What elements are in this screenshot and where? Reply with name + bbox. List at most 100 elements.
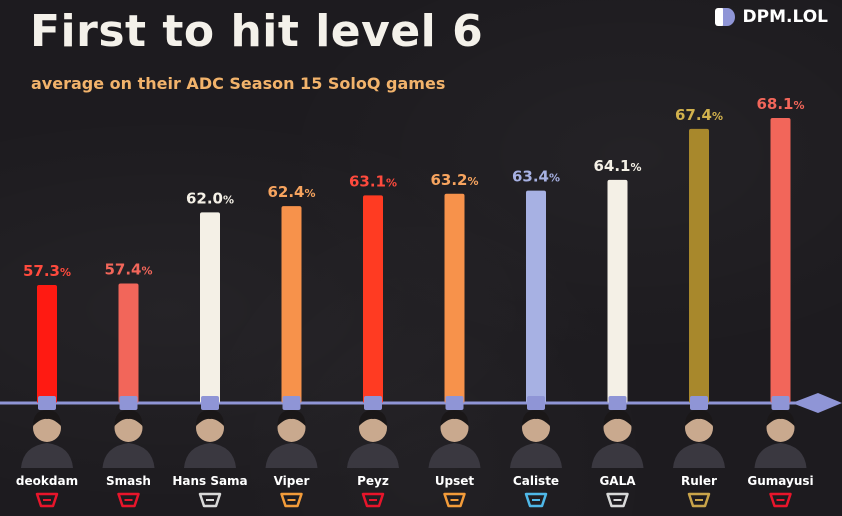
- team-logo-shape: [361, 492, 385, 508]
- data-label: 57.3%: [23, 262, 71, 280]
- avatar-face: [33, 414, 61, 442]
- tick-label: Ruler: [681, 474, 717, 488]
- dpm-logo-icon: [714, 8, 735, 26]
- bar: [770, 118, 791, 403]
- avatar-face: [196, 414, 224, 442]
- bar-base-marker: [282, 396, 301, 410]
- tick-label: GALA: [599, 474, 636, 488]
- t1-icon: [117, 492, 140, 508]
- gen-g-icon: [687, 492, 711, 508]
- bar-base-marker: [527, 396, 545, 410]
- bar: [689, 128, 709, 403]
- data-label: 64.1%: [593, 157, 641, 175]
- fnatic-icon: [443, 492, 466, 508]
- avatar-face: [522, 414, 550, 442]
- avatar-jersey: [184, 443, 236, 468]
- bar-base-marker: [201, 396, 219, 410]
- bar: [118, 283, 139, 403]
- karmine-corp-icon: [524, 492, 548, 508]
- kt-rolster-icon: [35, 492, 59, 508]
- bar: [200, 212, 220, 403]
- data-label: 57.4%: [104, 260, 152, 278]
- data-label: 62.0%: [186, 189, 234, 207]
- tick-label: deokdam: [16, 474, 78, 488]
- avatar-jersey: [510, 443, 562, 468]
- avatar-jersey: [754, 443, 807, 468]
- tick-label: Upset: [435, 474, 475, 488]
- player-avatar: [21, 410, 73, 468]
- bar: [363, 195, 383, 403]
- data-label: 67.4%: [675, 106, 723, 124]
- bar-base-marker: [119, 396, 138, 410]
- bar: [607, 179, 628, 403]
- bar-base-marker: [608, 396, 627, 410]
- player-avatar: [347, 410, 399, 468]
- tick-label: Smash: [106, 474, 151, 488]
- t1-icon: [769, 492, 792, 508]
- bar-base-marker: [38, 396, 56, 410]
- player-avatar: [754, 410, 807, 468]
- brand-label: DPM.LOL: [742, 7, 828, 27]
- bar: [526, 190, 546, 403]
- avatar-hair: [359, 410, 387, 426]
- page-subtitle: average on their ADC Season 15 SoloQ gam…: [31, 74, 446, 93]
- avatar-hair: [277, 410, 306, 426]
- tick-label: Caliste: [513, 474, 559, 488]
- page-title: First to hit level 6: [30, 6, 484, 57]
- team-logo-shape: [280, 492, 303, 508]
- hle-icon: [280, 492, 303, 508]
- player-avatar: [102, 410, 155, 468]
- bar-base-marker: [364, 396, 382, 410]
- player-avatar: [265, 410, 318, 468]
- avatar-face: [685, 414, 713, 442]
- ig-icon: [606, 492, 629, 508]
- avatar-face: [359, 414, 387, 442]
- avatar-jersey: [21, 443, 73, 468]
- avatar-jersey: [591, 443, 644, 468]
- tick-label: Gumayusi: [747, 474, 813, 488]
- player-avatar: [510, 410, 562, 468]
- brand[interactable]: DPM.LOL: [713, 6, 828, 28]
- bar-base-marker: [771, 396, 790, 410]
- bar: [444, 193, 465, 403]
- avatar-face: [603, 414, 632, 442]
- avatar-hair: [440, 410, 469, 426]
- avatar-hair: [33, 410, 61, 426]
- team-logo-shape: [443, 492, 466, 508]
- team-logo-shape: [117, 492, 140, 508]
- data-label: 63.2%: [430, 171, 478, 189]
- avatar-jersey: [265, 443, 318, 468]
- avatar-face: [766, 414, 795, 442]
- avatar-hair: [766, 410, 795, 426]
- data-label: 62.4%: [267, 183, 315, 201]
- bar-base-marker: [445, 396, 464, 410]
- bar: [37, 285, 57, 403]
- bar-base-marker: [690, 396, 708, 410]
- data-label: 63.4%: [512, 168, 560, 186]
- avatar-hair: [522, 410, 550, 426]
- avatar-jersey: [347, 443, 399, 468]
- avatar-jersey: [673, 443, 725, 468]
- avatar-hair: [196, 410, 224, 426]
- tick-label: Viper: [274, 474, 310, 488]
- team-logo-shape: [769, 492, 792, 508]
- g2-icon: [198, 492, 222, 508]
- player-avatar: [428, 410, 481, 468]
- data-label: 68.1%: [756, 95, 804, 113]
- tick-label: Peyz: [357, 474, 389, 488]
- player-avatar: [591, 410, 644, 468]
- data-label: 63.1%: [349, 172, 397, 190]
- avatar-hair: [685, 410, 713, 426]
- team-logo-shape: [198, 492, 222, 508]
- avatar-hair: [603, 410, 632, 426]
- team-logo-shape: [606, 492, 629, 508]
- player-avatar: [184, 410, 236, 468]
- avatar-face: [114, 414, 143, 442]
- team-logo-shape: [524, 492, 548, 508]
- avatar-jersey: [102, 443, 155, 468]
- team-logo-shape: [687, 492, 711, 508]
- avatar-jersey: [428, 443, 481, 468]
- avatar-face: [277, 414, 306, 442]
- tick-label: Hans Sama: [172, 474, 247, 488]
